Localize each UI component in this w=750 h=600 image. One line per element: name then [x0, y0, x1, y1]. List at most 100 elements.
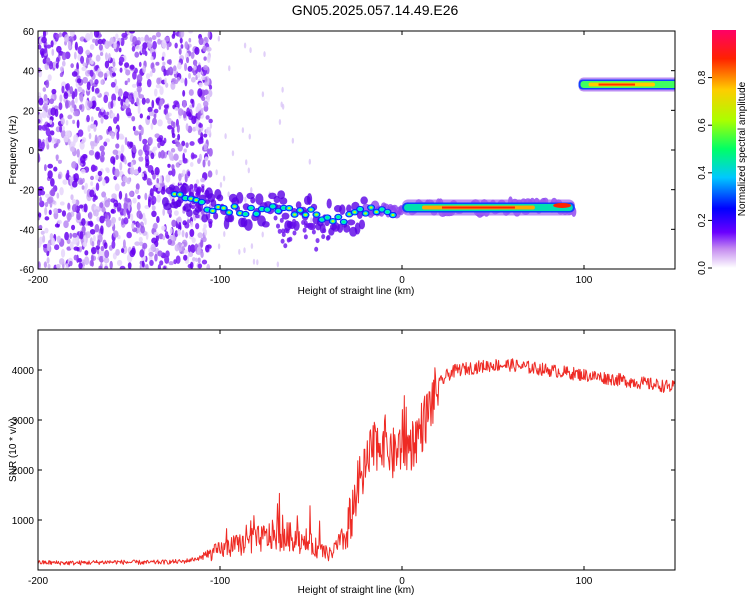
- noise-speckle: [100, 150, 106, 157]
- track-halo: [343, 224, 351, 233]
- noise-speckle: [113, 41, 117, 50]
- noise-speckle: [79, 140, 85, 150]
- noise-speckle: [90, 123, 95, 129]
- track-halo: [201, 214, 209, 223]
- track-halo: [306, 193, 313, 205]
- noise-speckle: [157, 119, 163, 127]
- noise-speckle: [169, 152, 174, 161]
- track-core: [342, 220, 346, 224]
- noise-speckle: [163, 265, 167, 269]
- noise-speckle: [132, 197, 137, 204]
- noise-speckle: [124, 137, 128, 146]
- noise-speckle: [151, 210, 157, 218]
- y-tick-label: -60: [20, 265, 35, 276]
- noise-speckle: [183, 148, 187, 153]
- noise-speckle: [114, 85, 119, 94]
- noise-speckle: [97, 38, 103, 45]
- colorbar: 0.0 0.2 0.4 0.6 0.8 Normalized spectral ampl…: [697, 30, 748, 275]
- noise-speckle: [185, 123, 189, 131]
- track-halo: [273, 215, 278, 221]
- noise-speckle: [149, 259, 154, 267]
- track-core: [391, 213, 395, 217]
- noise-speckle: [203, 65, 209, 71]
- noise-speckle: [191, 237, 196, 244]
- noise-speckle: [48, 196, 54, 204]
- noise-speckle: [141, 97, 146, 105]
- noise-speckle: [124, 80, 128, 86]
- noise-speckle: [66, 212, 72, 221]
- noise-speckle: [182, 100, 187, 108]
- track-core: [173, 193, 176, 196]
- noise-speckle: [49, 130, 55, 136]
- track-core: [189, 197, 193, 200]
- noise-speckle: [204, 244, 210, 253]
- noise-speckle: [189, 161, 194, 167]
- noise-speckle: [155, 84, 161, 89]
- noise-speckle: [123, 208, 127, 217]
- noise-speckle: [87, 100, 93, 108]
- noise-speckle: [194, 46, 200, 55]
- noise-speckle: [100, 225, 104, 235]
- noise-speckle: [178, 221, 182, 230]
- noise-speckle: [161, 39, 167, 49]
- track-core: [353, 211, 357, 214]
- track-halo: [360, 196, 368, 205]
- track-core: [227, 211, 231, 214]
- noise-speckle: [197, 158, 201, 164]
- noise-speckle: [64, 100, 69, 109]
- noise-speckle: [151, 67, 156, 74]
- track-core: [260, 207, 264, 211]
- track-halo: [277, 190, 286, 200]
- noise-speckle: [115, 143, 120, 149]
- noise-speckle: [42, 31, 47, 38]
- noise-speckle: [103, 257, 110, 264]
- noise-speckle: [67, 138, 71, 146]
- noise-speckle: [72, 237, 78, 245]
- noise-speckle: [106, 168, 110, 174]
- noise-speckle: [43, 164, 47, 172]
- noise-speckle: [107, 52, 111, 62]
- noise-speckle: [238, 248, 241, 255]
- noise-speckle: [103, 94, 109, 104]
- noise-speckle: [208, 147, 213, 157]
- noise-speckle: [181, 140, 186, 147]
- noise-speckle: [129, 166, 135, 175]
- track-halo: [250, 196, 256, 204]
- noise-speckle: [63, 91, 69, 99]
- track-halo: [280, 228, 285, 234]
- track-halo: [321, 234, 326, 240]
- noise-speckle: [144, 192, 148, 201]
- x-tick-label: -100: [210, 275, 230, 286]
- noise-speckle: [98, 44, 103, 51]
- noise-speckle: [73, 173, 79, 182]
- noise-speckle: [281, 86, 284, 93]
- noise-speckle: [43, 103, 48, 111]
- noise-speckle: [38, 118, 41, 124]
- noise-speckle: [91, 247, 97, 255]
- noise-speckle: [183, 254, 188, 261]
- noise-speckle: [190, 98, 194, 104]
- noise-speckle: [206, 93, 211, 103]
- track-halo: [314, 246, 319, 252]
- track-core: [358, 208, 362, 211]
- track-halo: [322, 228, 327, 234]
- track-core: [238, 212, 242, 215]
- noise-speckle: [159, 86, 164, 96]
- noise-speckle: [61, 85, 65, 94]
- track-core: [380, 208, 384, 211]
- noise-speckle: [133, 90, 138, 99]
- noise-speckle: [80, 155, 86, 164]
- noise-speckle: [51, 137, 56, 144]
- noise-speckle: [196, 187, 201, 196]
- noise-speckle: [217, 243, 221, 250]
- noise-speckle: [261, 231, 264, 238]
- noise-speckle: [223, 230, 226, 237]
- noise-speckle: [171, 164, 175, 170]
- noise-speckle: [138, 82, 142, 87]
- snr-x-label: Height of straight line (km): [298, 585, 415, 596]
- spectrogram-y-ticks: -60 -40 -20 0 20 40 60: [20, 27, 675, 276]
- noise-speckle: [131, 83, 137, 88]
- noise-speckle: [139, 249, 145, 258]
- noise-speckle: [136, 201, 141, 211]
